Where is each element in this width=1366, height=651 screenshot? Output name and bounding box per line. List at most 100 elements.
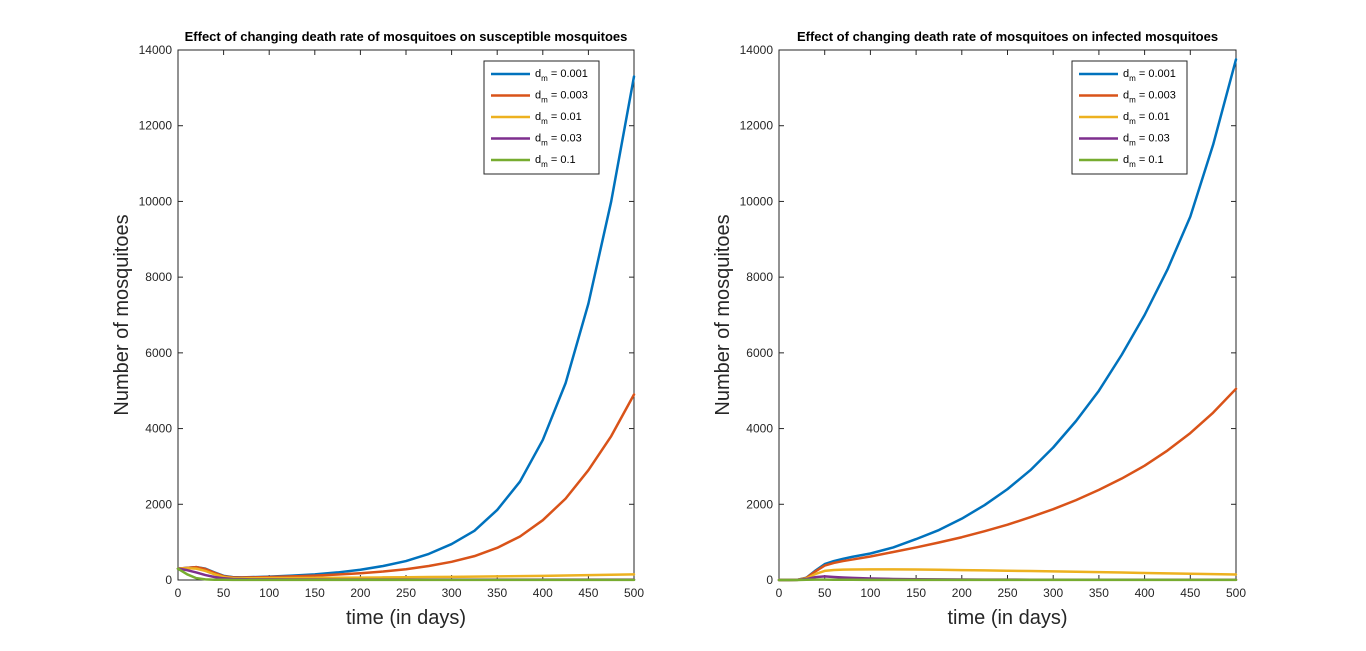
legend-label-main: d (535, 111, 541, 123)
x-tick-label: 400 (1135, 586, 1155, 600)
legend-label-main: d (1123, 133, 1129, 145)
legend-label-subscript: m (1129, 160, 1136, 169)
legend-label-value: = 0.03 (1136, 133, 1170, 145)
legend-item: dm = 0.003 (1079, 90, 1176, 105)
y-tick-label: 8000 (145, 270, 172, 284)
y-tick-label: 10000 (740, 194, 774, 208)
x-tick-label: 100 (860, 586, 880, 600)
y-tick-label: 0 (766, 573, 773, 587)
legend-item: dm = 0.01 (491, 111, 582, 126)
x-tick-label: 350 (487, 586, 507, 600)
x-tick-label: 50 (818, 586, 832, 600)
x-tick-label: 500 (624, 586, 644, 600)
legend-label: dm = 0.1 (535, 154, 576, 169)
y-tick-label: 12000 (139, 119, 173, 133)
legend-label: dm = 0.03 (535, 133, 582, 148)
legend-label: dm = 0.001 (1123, 68, 1176, 83)
x-tick-label: 50 (217, 586, 231, 600)
chart-title: Effect of changing death rate of mosquit… (185, 29, 628, 44)
legend-label-subscript: m (541, 139, 548, 148)
legend-label-subscript: m (1129, 139, 1136, 148)
legend-label-main: d (535, 133, 541, 145)
chart-panel-susceptible: Effect of changing death rate of mosquit… (111, 29, 644, 629)
x-tick-label: 350 (1089, 586, 1109, 600)
legend-item: dm = 0.003 (491, 90, 588, 105)
legend-label-subscript: m (541, 74, 548, 83)
legend-label: dm = 0.01 (1123, 111, 1170, 126)
y-tick-label: 14000 (740, 43, 774, 57)
legend-label-main: d (1123, 154, 1129, 166)
series-line-2 (176, 393, 636, 579)
y-axis-label: Number of mosquitoes (111, 214, 133, 415)
legend-label-value: = 0.003 (1136, 90, 1176, 102)
x-tick-label: 250 (997, 586, 1017, 600)
chart-title: Effect of changing death rate of mosquit… (797, 29, 1218, 44)
y-tick-label: 2000 (746, 497, 773, 511)
legend-label: dm = 0.01 (535, 111, 582, 126)
legend-label-value: = 0.1 (548, 154, 576, 166)
x-tick-label: 250 (396, 586, 416, 600)
x-tick-label: 200 (350, 586, 370, 600)
chart-panel-infected: Effect of changing death rate of mosquit… (712, 29, 1246, 629)
legend-label-subscript: m (1129, 74, 1136, 83)
legend-label-main: d (1123, 111, 1129, 123)
x-tick-label: 300 (1043, 586, 1063, 600)
x-tick-label: 300 (442, 586, 462, 600)
legend-label: dm = 0.1 (1123, 154, 1164, 169)
legend-label-main: d (535, 154, 541, 166)
x-tick-label: 0 (776, 586, 783, 600)
legend-label-value: = 0.003 (548, 90, 588, 102)
legend-item: dm = 0.1 (1079, 154, 1164, 169)
legend-label-value: = 0.01 (1136, 111, 1170, 123)
y-tick-label: 12000 (740, 119, 774, 133)
y-axis-label: Number of mosquitoes (712, 214, 734, 415)
y-tick-label: 6000 (746, 346, 773, 360)
y-tick-label: 6000 (145, 346, 172, 360)
legend-label-value: = 0.1 (1136, 154, 1164, 166)
series-line-5 (176, 567, 636, 582)
legend-label-subscript: m (541, 96, 548, 105)
legend-label-main: d (1123, 68, 1129, 80)
y-tick-label: 4000 (145, 422, 172, 436)
legend-label-value: = 0.01 (548, 111, 582, 123)
x-tick-label: 400 (533, 586, 553, 600)
x-tick-label: 450 (578, 586, 598, 600)
y-tick-label: 10000 (139, 194, 173, 208)
x-tick-label: 100 (259, 586, 279, 600)
legend-label-main: d (535, 68, 541, 80)
legend-item: dm = 0.001 (491, 68, 588, 83)
y-tick-label: 8000 (746, 270, 773, 284)
y-tick-label: 14000 (139, 43, 173, 57)
x-tick-label: 450 (1180, 586, 1200, 600)
x-tick-label: 0 (175, 586, 182, 600)
x-axis-label: time (in days) (947, 607, 1067, 629)
legend-item: dm = 0.03 (1079, 133, 1170, 148)
legend-label-value: = 0.001 (548, 68, 588, 80)
legend-label-subscript: m (541, 160, 548, 169)
y-tick-label: 0 (165, 573, 172, 587)
y-tick-label: 2000 (145, 497, 172, 511)
legend-label: dm = 0.001 (535, 68, 588, 83)
series-line-3 (777, 568, 1238, 582)
legend-item: dm = 0.1 (491, 154, 576, 169)
x-tick-label: 150 (305, 586, 325, 600)
x-axis-label: time (in days) (346, 607, 466, 629)
legend-label: dm = 0.003 (535, 90, 588, 105)
legend-label: dm = 0.03 (1123, 133, 1170, 148)
legend-label-main: d (535, 90, 541, 102)
series-line-2 (777, 387, 1238, 582)
legend-label-value: = 0.03 (548, 133, 582, 145)
legend-item: dm = 0.001 (1079, 68, 1176, 83)
x-tick-label: 200 (952, 586, 972, 600)
y-tick-label: 4000 (746, 422, 773, 436)
legend-label-subscript: m (1129, 117, 1136, 126)
legend-label-main: d (1123, 90, 1129, 102)
legend-label: dm = 0.003 (1123, 90, 1176, 105)
legend-label-subscript: m (1129, 96, 1136, 105)
legend-label-value: = 0.001 (1136, 68, 1176, 80)
series-line-3 (176, 567, 636, 580)
x-tick-label: 150 (906, 586, 926, 600)
